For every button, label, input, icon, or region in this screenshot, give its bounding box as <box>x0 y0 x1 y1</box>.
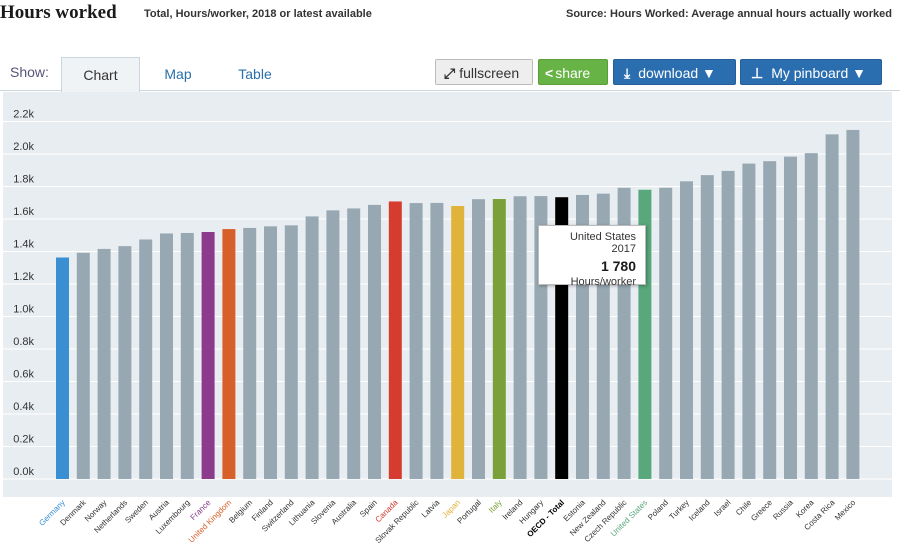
x-tick-label: Mexico <box>833 498 858 523</box>
bar[interactable] <box>472 199 485 480</box>
y-tick-label: 1.0k <box>13 304 34 316</box>
bar[interactable] <box>326 210 340 479</box>
bar[interactable] <box>804 153 818 479</box>
tab-chart[interactable]: Chart <box>61 57 140 93</box>
y-tick-label: 1.6k <box>13 206 34 218</box>
chart-tooltip: United States 2017 1 780 Hours/worker <box>538 225 646 288</box>
bar[interactable] <box>160 233 173 479</box>
y-tick-label: 2.0k <box>13 141 34 153</box>
y-tick-label: 0.0k <box>13 466 34 478</box>
share-icon: < <box>545 65 554 81</box>
bar[interactable] <box>56 257 69 479</box>
y-tick-label: 0.8k <box>13 336 34 348</box>
x-tick-label: Israel <box>712 498 732 518</box>
bar[interactable] <box>139 239 153 479</box>
bar[interactable] <box>118 246 132 479</box>
download-button[interactable]: ⤓ download ▼ <box>613 59 736 85</box>
bar[interactable] <box>201 232 215 479</box>
bar[interactable] <box>305 216 319 479</box>
tab-divider <box>0 90 900 91</box>
x-tick-label: Russia <box>771 498 795 522</box>
bar[interactable] <box>492 199 506 479</box>
y-tick-label: 0.2k <box>13 434 34 446</box>
x-tick-label: Belgium <box>227 498 254 525</box>
expand-icon: ⤢ <box>444 65 456 81</box>
bar[interactable] <box>680 181 693 480</box>
tooltip-value: 1 780 <box>600 258 636 274</box>
y-tick-label: 1.8k <box>13 174 34 186</box>
bar[interactable] <box>451 206 465 479</box>
y-tick-label: 2.2k <box>13 109 34 121</box>
download-label: download ▼ <box>638 65 716 81</box>
share-label: share <box>555 65 591 81</box>
tab-table[interactable]: Table <box>238 66 272 82</box>
share-button[interactable]: < share <box>538 59 608 85</box>
bar[interactable] <box>76 252 90 479</box>
bar[interactable] <box>700 175 714 479</box>
tooltip-country: United States 2017 <box>569 231 636 255</box>
tooltip-unit: Hours/worker <box>570 276 636 288</box>
x-tick-label: OECD - Total <box>525 498 566 539</box>
download-icon: ⤓ <box>624 65 631 81</box>
bar[interactable] <box>763 161 777 479</box>
bar[interactable] <box>784 156 797 479</box>
bar[interactable] <box>243 227 257 479</box>
bar[interactable] <box>721 170 735 479</box>
source-note: Source: Hours Worked: Average annual hou… <box>565 8 892 20</box>
bar[interactable] <box>825 134 839 479</box>
x-tick-label: Poland <box>646 498 670 522</box>
pin-icon: ⊥ <box>751 65 764 81</box>
bar[interactable] <box>430 202 444 479</box>
page-title: Hours worked <box>0 2 117 23</box>
x-tick-label: Sweden <box>123 498 150 525</box>
pinboard-button[interactable]: ⊥ My pinboard ▼ <box>740 59 882 85</box>
fullscreen-label: fullscreen <box>459 65 520 81</box>
bar[interactable] <box>97 248 111 479</box>
bar[interactable] <box>368 204 381 480</box>
bar[interactable] <box>513 196 527 479</box>
pinboard-label: My pinboard ▼ <box>771 65 866 81</box>
fullscreen-button[interactable]: ⤢ fullscreen <box>435 59 533 85</box>
bar[interactable] <box>388 201 402 479</box>
x-tick-label: Latvia <box>420 498 442 520</box>
bar[interactable] <box>409 203 423 479</box>
y-tick-label: 1.2k <box>13 271 34 283</box>
bar[interactable] <box>347 208 361 479</box>
x-tick-label: Greece <box>749 498 774 523</box>
chart-subtitle: Total, Hours/worker, 2018 or latest avai… <box>144 8 372 20</box>
bar[interactable] <box>222 229 236 479</box>
x-tick-label: Italy <box>487 498 504 515</box>
bar[interactable] <box>180 232 194 479</box>
tab-map[interactable]: Map <box>164 66 192 82</box>
bar[interactable] <box>284 225 298 479</box>
y-tick-label: 0.6k <box>13 369 34 381</box>
y-tick-label: 1.4k <box>13 239 34 251</box>
bar[interactable] <box>264 226 277 479</box>
bar[interactable] <box>742 163 756 479</box>
show-label: Show: <box>10 64 49 80</box>
y-tick-label: 0.4k <box>13 401 34 413</box>
bar[interactable] <box>846 129 860 479</box>
bar[interactable] <box>659 187 673 480</box>
x-tick-label: Iceland <box>687 498 712 523</box>
x-tick-label: Turkey <box>667 498 690 521</box>
